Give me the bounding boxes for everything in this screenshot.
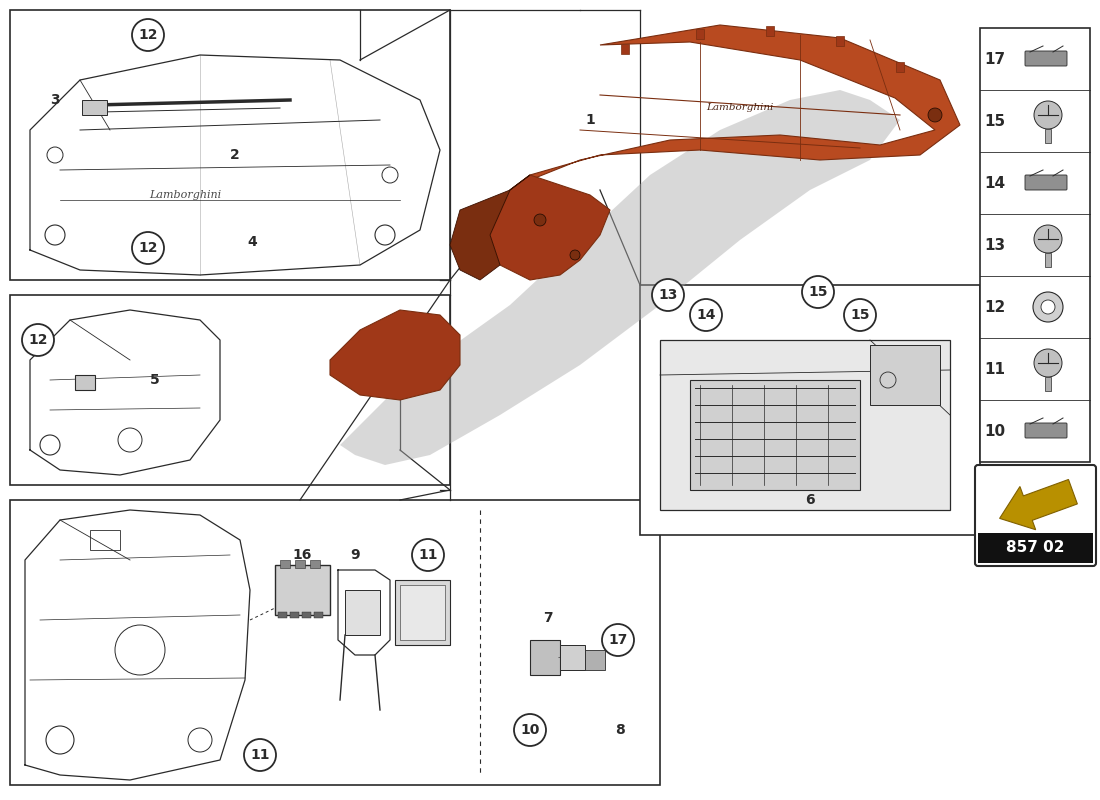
Bar — [345, 590, 379, 635]
Text: 12: 12 — [139, 28, 157, 42]
Bar — [980, 28, 1090, 462]
Bar — [690, 380, 860, 490]
Text: 5: 5 — [150, 373, 160, 387]
Bar — [310, 560, 320, 568]
Circle shape — [22, 324, 54, 356]
Text: 13: 13 — [658, 288, 678, 302]
Bar — [896, 62, 904, 72]
Circle shape — [244, 739, 276, 771]
Text: 12: 12 — [139, 241, 157, 255]
Circle shape — [1034, 349, 1062, 377]
Bar — [314, 612, 323, 618]
Circle shape — [570, 250, 580, 260]
Bar — [560, 645, 585, 670]
Text: 17: 17 — [984, 51, 1005, 66]
Bar — [400, 585, 446, 640]
Bar — [10, 295, 450, 485]
Text: 16: 16 — [293, 548, 311, 562]
Bar — [585, 650, 605, 670]
Bar — [1045, 129, 1050, 143]
Polygon shape — [1000, 479, 1077, 530]
Bar — [10, 10, 450, 280]
Text: 11: 11 — [984, 362, 1005, 377]
Circle shape — [534, 214, 546, 226]
Circle shape — [514, 714, 546, 746]
Text: 17: 17 — [608, 633, 628, 647]
Circle shape — [412, 539, 444, 571]
Text: 15: 15 — [850, 308, 870, 322]
Text: 10: 10 — [520, 723, 540, 737]
Text: 14: 14 — [984, 175, 1005, 190]
Circle shape — [602, 624, 634, 656]
Text: 6: 6 — [805, 493, 815, 507]
Circle shape — [802, 276, 834, 308]
Polygon shape — [340, 90, 900, 465]
Polygon shape — [330, 310, 460, 400]
Circle shape — [1034, 101, 1062, 129]
Bar — [660, 340, 950, 510]
FancyBboxPatch shape — [1025, 423, 1067, 438]
Text: 7: 7 — [543, 611, 553, 625]
Text: 1: 1 — [585, 113, 595, 127]
Circle shape — [690, 299, 722, 331]
Bar — [640, 285, 980, 535]
Text: 10: 10 — [984, 423, 1005, 438]
Text: Lamborghini: Lamborghini — [148, 190, 221, 200]
Text: 14: 14 — [696, 308, 716, 322]
Circle shape — [132, 232, 164, 264]
Bar — [75, 375, 95, 390]
Bar — [90, 530, 120, 550]
Text: 8: 8 — [615, 723, 625, 737]
Bar — [275, 565, 330, 615]
Text: 11: 11 — [251, 748, 270, 762]
Text: 3: 3 — [51, 93, 59, 107]
Bar — [870, 345, 940, 405]
Text: 857 02: 857 02 — [1006, 541, 1065, 555]
Bar — [10, 500, 660, 785]
Bar — [978, 533, 1093, 563]
Text: 15: 15 — [984, 114, 1005, 129]
Circle shape — [1033, 292, 1063, 322]
Polygon shape — [510, 25, 960, 190]
Bar — [82, 100, 107, 115]
Bar — [302, 612, 311, 618]
Circle shape — [652, 279, 684, 311]
Text: 12: 12 — [29, 333, 47, 347]
Text: 2: 2 — [230, 148, 240, 162]
Bar — [295, 560, 305, 568]
Bar — [395, 580, 450, 645]
Circle shape — [1034, 225, 1062, 253]
Bar — [621, 44, 629, 54]
Text: 12: 12 — [984, 299, 1005, 314]
FancyBboxPatch shape — [975, 465, 1096, 566]
Text: 11: 11 — [418, 548, 438, 562]
Polygon shape — [450, 175, 530, 280]
Text: 9: 9 — [350, 548, 360, 562]
Text: 4: 4 — [248, 235, 257, 249]
Bar — [696, 29, 704, 39]
Bar — [1045, 377, 1050, 391]
Circle shape — [1041, 300, 1055, 314]
Circle shape — [928, 108, 942, 122]
Text: Lamborghini: Lamborghini — [706, 103, 773, 113]
Circle shape — [844, 299, 876, 331]
Bar — [278, 612, 287, 618]
Circle shape — [132, 19, 164, 51]
Bar — [290, 612, 299, 618]
Text: 15: 15 — [808, 285, 827, 299]
Bar — [280, 560, 290, 568]
Bar — [766, 26, 774, 36]
FancyBboxPatch shape — [1025, 51, 1067, 66]
Text: 13: 13 — [984, 238, 1005, 253]
FancyBboxPatch shape — [1025, 175, 1067, 190]
Polygon shape — [490, 175, 610, 280]
Bar — [836, 36, 844, 46]
Bar — [530, 640, 560, 675]
Bar — [1045, 253, 1050, 267]
